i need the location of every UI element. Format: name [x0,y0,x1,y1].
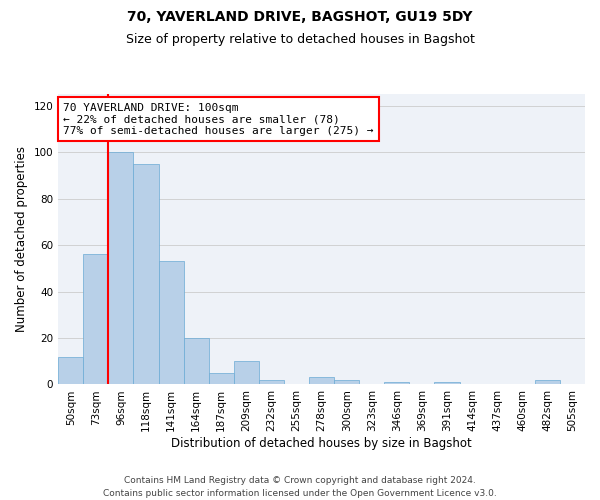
Bar [535,380,560,384]
Bar [109,152,133,384]
Bar [259,380,284,384]
Bar [434,382,460,384]
Bar [133,164,158,384]
Bar [158,262,184,384]
Bar [58,356,83,384]
Text: 70 YAVERLAND DRIVE: 100sqm
← 22% of detached houses are smaller (78)
77% of semi: 70 YAVERLAND DRIVE: 100sqm ← 22% of deta… [64,102,374,136]
Bar [385,382,409,384]
Bar [209,373,234,384]
Bar [334,380,359,384]
Y-axis label: Number of detached properties: Number of detached properties [15,146,28,332]
Text: Size of property relative to detached houses in Bagshot: Size of property relative to detached ho… [125,32,475,46]
Bar [309,378,334,384]
Bar [83,254,109,384]
X-axis label: Distribution of detached houses by size in Bagshot: Distribution of detached houses by size … [171,437,472,450]
Bar [234,361,259,384]
Text: 70, YAVERLAND DRIVE, BAGSHOT, GU19 5DY: 70, YAVERLAND DRIVE, BAGSHOT, GU19 5DY [127,10,473,24]
Bar [184,338,209,384]
Text: Contains HM Land Registry data © Crown copyright and database right 2024.
Contai: Contains HM Land Registry data © Crown c… [103,476,497,498]
